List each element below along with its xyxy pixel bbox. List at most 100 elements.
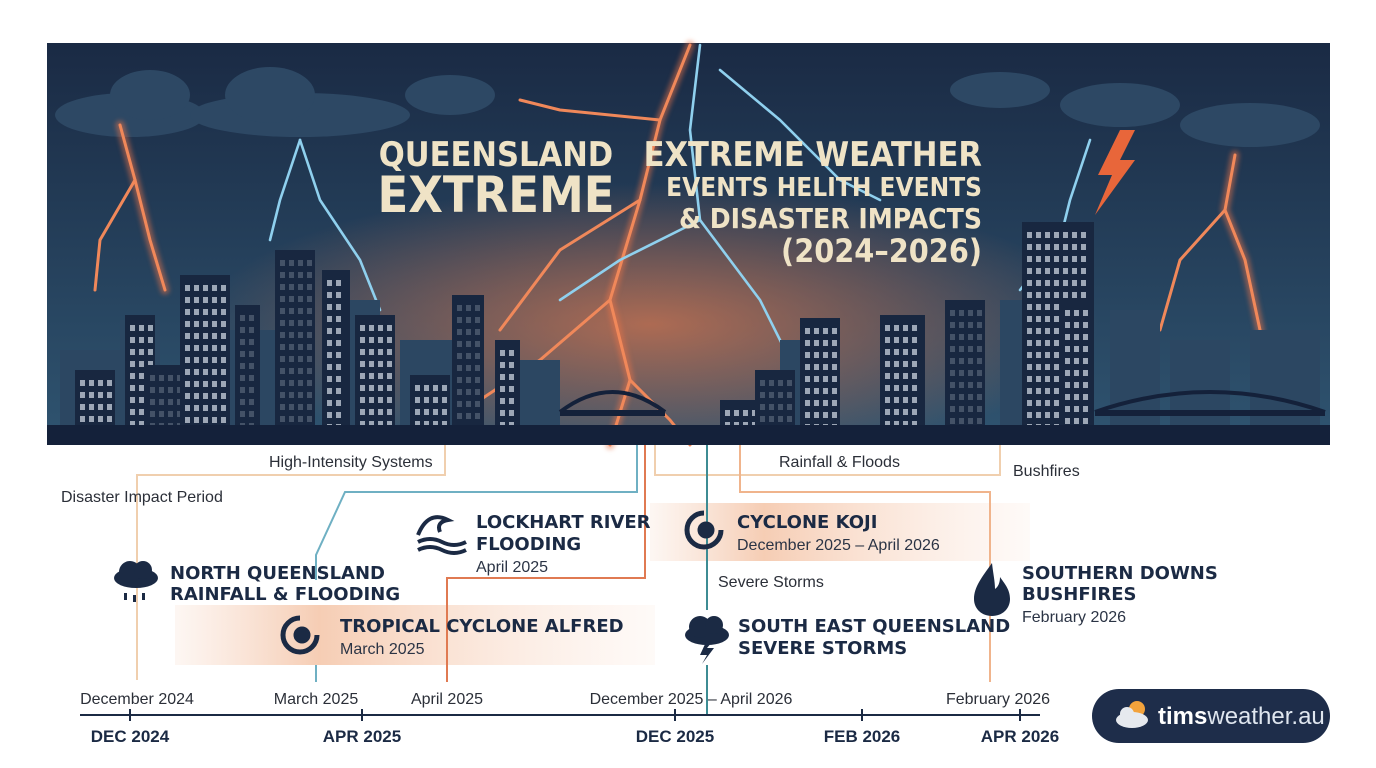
skyline-shape <box>1083 418 1088 424</box>
skyline-shape <box>968 370 973 376</box>
skyline-shape <box>289 416 294 422</box>
skyline-shape <box>280 368 285 374</box>
skyline-shape <box>912 349 917 355</box>
skyline-shape <box>1063 292 1068 298</box>
fire-icon <box>974 563 1010 616</box>
skyline-shape <box>903 409 908 415</box>
skyline-shape <box>289 272 294 278</box>
skyline-shape <box>1074 358 1079 364</box>
category-label: High-Intensity Systems <box>269 454 433 471</box>
skyline-shape <box>369 409 374 415</box>
skyline-shape <box>950 394 955 400</box>
skyline-shape <box>159 387 164 393</box>
skyline-shape <box>360 385 365 391</box>
skyline-shape <box>1074 310 1079 316</box>
skyline-shape <box>98 416 103 422</box>
skyline-shape <box>185 357 190 363</box>
skyline-shape <box>1045 316 1050 322</box>
skyline-shape <box>336 280 341 286</box>
skyline-shape <box>289 308 294 314</box>
skyline-shape <box>1074 370 1079 376</box>
skyline-shape <box>1036 292 1041 298</box>
skyline-shape <box>968 382 973 388</box>
skyline-shape <box>240 399 245 405</box>
skyline-shape <box>336 376 341 382</box>
skyline-shape <box>387 361 392 367</box>
skyline-shape <box>1065 418 1070 424</box>
skyline-shape <box>959 418 964 424</box>
skyline-shape <box>457 413 462 419</box>
skyline-shape <box>177 411 182 417</box>
clouds <box>55 67 1320 147</box>
skyline-shape <box>185 369 190 375</box>
skyline-shape <box>1072 280 1077 286</box>
skyline-shape <box>203 321 208 327</box>
skyline-shape <box>336 388 341 394</box>
skyline-shape <box>977 370 982 376</box>
skyline-shape <box>832 364 837 370</box>
category-label: Rainfall & Floods <box>779 454 900 471</box>
skyline-shape <box>950 322 955 328</box>
skyline-shape <box>327 412 332 418</box>
skyline-shape <box>212 357 217 363</box>
subtitle-line: EXTREME WEATHER <box>644 135 982 175</box>
skyline-shape <box>240 339 245 345</box>
skyline-shape <box>968 322 973 328</box>
skyline-shape <box>80 416 85 422</box>
skyline-shape <box>950 358 955 364</box>
skyline-shape <box>130 421 135 427</box>
skyline-shape <box>360 409 365 415</box>
skyline-shape <box>823 400 828 406</box>
skyline-shape <box>159 411 164 417</box>
skyline-shape <box>130 385 135 391</box>
skyline-shape <box>475 377 480 383</box>
event-title: SOUTH EAST QUEENSLAND <box>738 616 1010 637</box>
skyline-shape <box>912 373 917 379</box>
skyline-shape <box>760 404 765 410</box>
skyline-shape <box>280 284 285 290</box>
skyline-shape <box>1054 292 1059 298</box>
skyline-shape <box>968 358 973 364</box>
skyline-shape <box>1065 334 1070 340</box>
skyline-shape <box>1065 322 1070 328</box>
skyline-shape <box>832 340 837 346</box>
skyline-shape <box>378 397 383 403</box>
skyline-shape <box>1036 256 1041 262</box>
date-label: February 2026 <box>946 691 1050 708</box>
skyline-shape <box>959 334 964 340</box>
skyline-shape <box>280 308 285 314</box>
skyline-shape <box>378 409 383 415</box>
skyline-shape <box>150 411 155 417</box>
skyline-shape <box>130 397 135 403</box>
event-title: SOUTHERN DOWNS <box>1022 563 1218 584</box>
skyline-shape <box>509 374 514 380</box>
skyline-shape <box>194 285 199 291</box>
skyline-shape <box>814 364 819 370</box>
skyline-shape <box>194 357 199 363</box>
skyline-shape <box>500 374 505 380</box>
skyline-shape <box>249 411 254 417</box>
skyline-shape <box>280 404 285 410</box>
skyline-shape <box>959 382 964 388</box>
skyline-shape <box>1045 244 1050 250</box>
skyline-shape <box>769 416 774 422</box>
skyline-shape <box>950 370 955 376</box>
skyline-shape <box>327 328 332 334</box>
skyline-shape <box>912 361 917 367</box>
skyline-shape <box>221 321 226 327</box>
skyline-shape <box>185 345 190 351</box>
logo-light: weather.au <box>1206 703 1324 730</box>
skyline-shape <box>832 400 837 406</box>
axis-label: FEB 2026 <box>824 727 901 746</box>
skyline-shape <box>433 397 438 403</box>
skyline-shape <box>298 392 303 398</box>
skyline-shape <box>369 385 374 391</box>
skyline-shape <box>814 376 819 382</box>
skyline-shape <box>977 406 982 412</box>
skyline-shape <box>212 345 217 351</box>
skyline-shape <box>466 341 471 347</box>
skyline-shape <box>968 394 973 400</box>
axis-label: DEC 2024 <box>91 727 170 746</box>
skyline-shape <box>1083 334 1088 340</box>
